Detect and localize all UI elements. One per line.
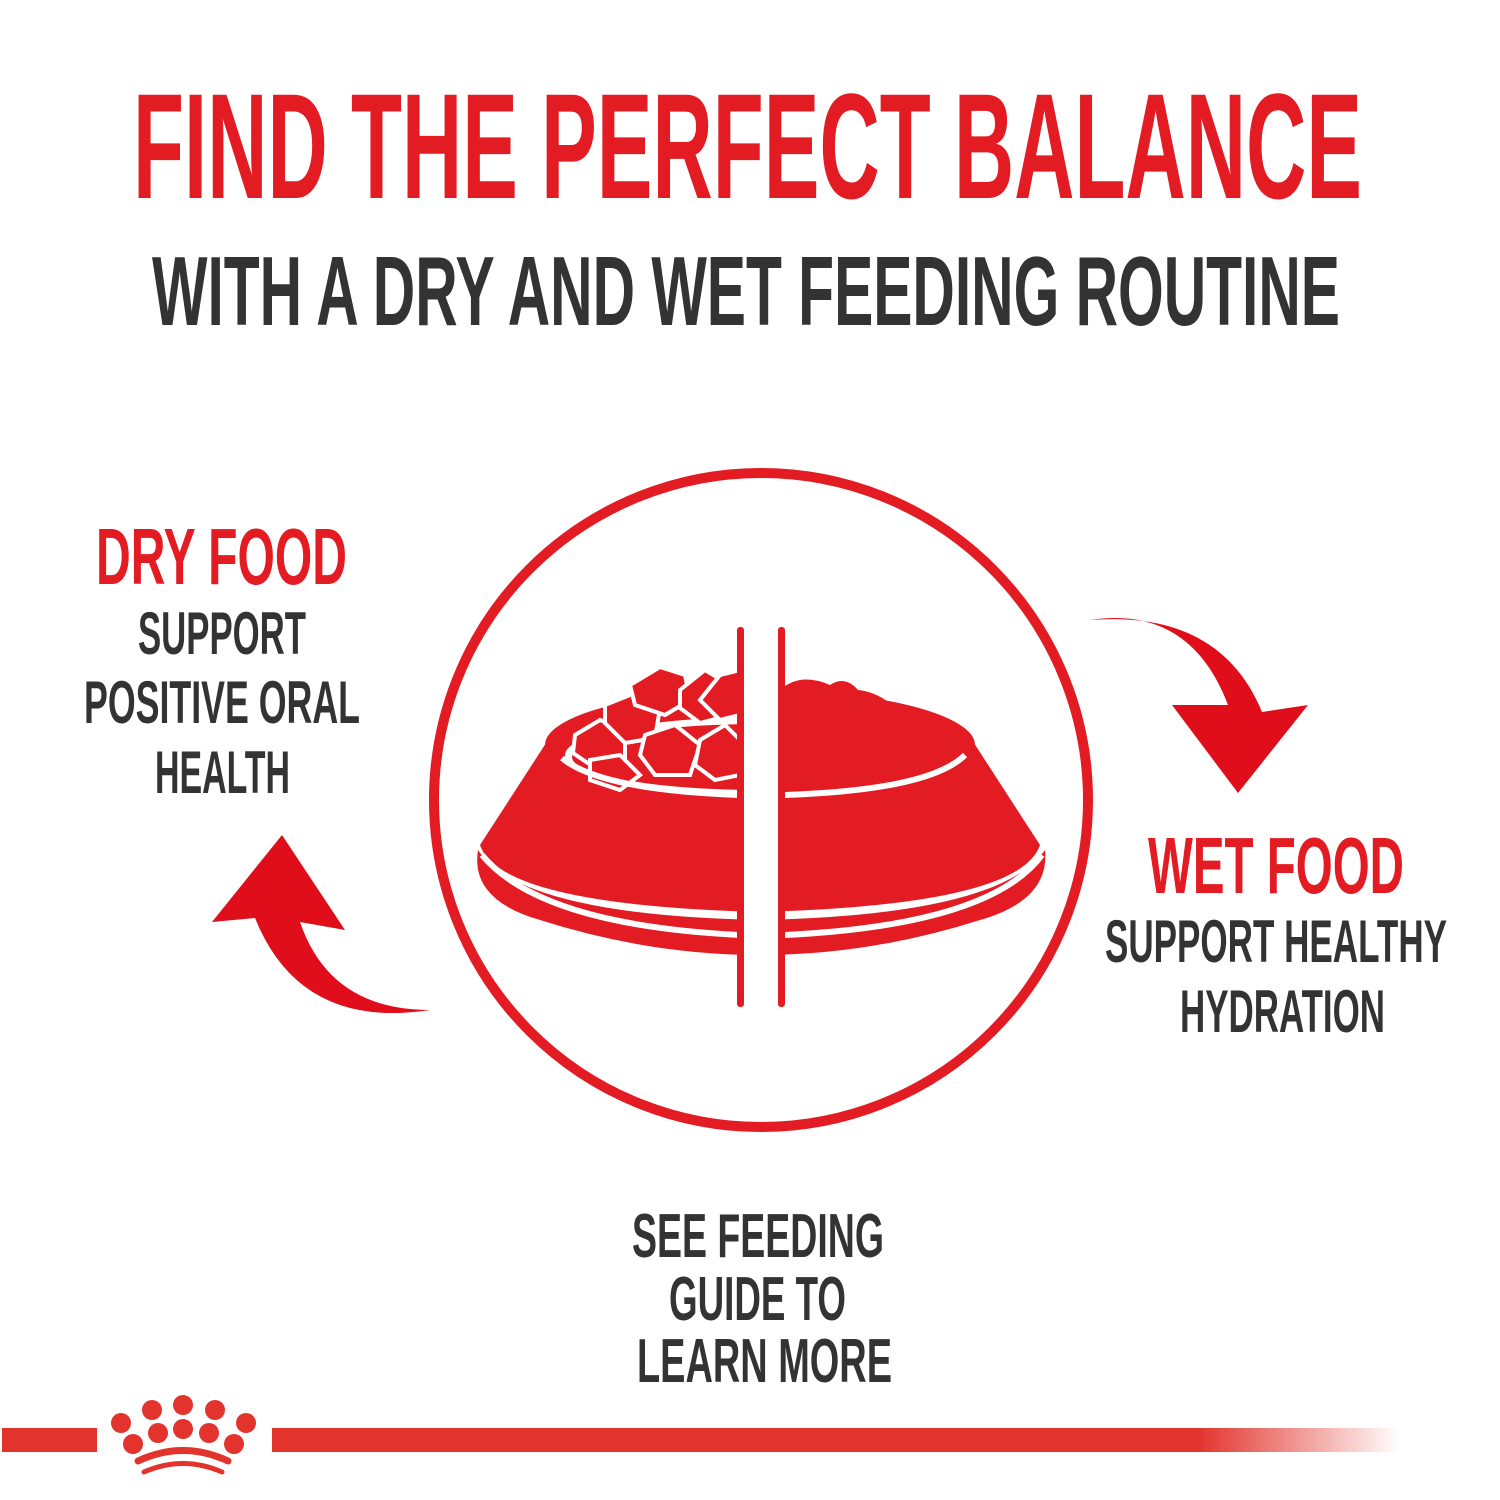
dry-food-line: HEALTH [155, 739, 290, 806]
wet-food-line: SUPPORT HEALTHY [1105, 908, 1447, 975]
curved-arrow-up-icon [212, 835, 430, 1014]
dry-food-line: POSITIVE ORAL [84, 669, 360, 736]
split-food-bowl-icon [429, 468, 1093, 1132]
crown-logo [2, 1395, 1400, 1475]
footer-line: GUIDE TO [669, 1265, 846, 1334]
dry-food-heading: DRY FOOD [96, 512, 347, 601]
wet-food-heading: WET FOOD [1148, 821, 1404, 910]
feeding-guide-note: SEE FEEDING GUIDE TO LEARN MORE [632, 1202, 892, 1396]
footer-line: SEE FEEDING [632, 1202, 884, 1271]
wet-food-section: WET FOOD SUPPORT HEALTHY HYDRATION [1105, 821, 1447, 1045]
wet-food-line: HYDRATION [1180, 978, 1385, 1045]
dry-food-line: SUPPORT [138, 600, 306, 667]
dry-food-section: DRY FOOD SUPPORT POSITIVE ORAL HEALTH [84, 512, 360, 806]
footer-line: LEARN MORE [637, 1327, 892, 1396]
page-title: FIND THE PERFECT BALANCE [133, 62, 1362, 230]
curved-arrow-down-icon [1090, 618, 1308, 793]
page-subtitle: WITH A DRY AND WET FEEDING ROUTINE [152, 236, 1340, 346]
